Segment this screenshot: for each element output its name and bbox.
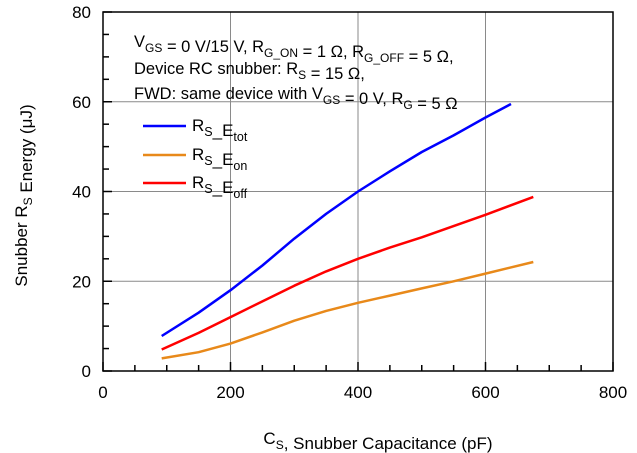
x-axis-title: CS, Snubber Capacitance (pF) [263,429,492,453]
x-tick-label: 800 [599,383,627,402]
legend-label: RS_Etot [192,116,248,144]
y-tick-label: 20 [72,272,91,291]
legend-label: RS_Eon [192,145,247,173]
series-line-rs-etot [161,102,512,338]
y-tick-label: 0 [82,362,91,381]
annotation-line: Device RC snubber: RS = 15 Ω, [134,60,365,83]
y-tick-label: 40 [72,183,91,202]
y-tick-label: 80 [72,3,91,22]
x-tick-label: 0 [98,383,107,402]
legend-label: RS_Eoff [192,173,248,201]
annotation-line: VGS = 0 V/15 V, RG_ON = 1 Ω, RG_OFF = 5 … [134,33,454,66]
series-line-rs-eoff [161,195,534,351]
x-tick-label: 200 [216,383,244,402]
y-axis-title: Snubber RS Energy (μJ) [12,104,36,286]
x-tick-label: 400 [344,383,372,402]
annotation-line: FWD: same device with VGS = 0 V, RG = 5 … [134,85,458,113]
x-tick-label: 600 [471,383,499,402]
series-line-rs-eon [161,260,534,360]
y-tick-label: 60 [72,93,91,112]
